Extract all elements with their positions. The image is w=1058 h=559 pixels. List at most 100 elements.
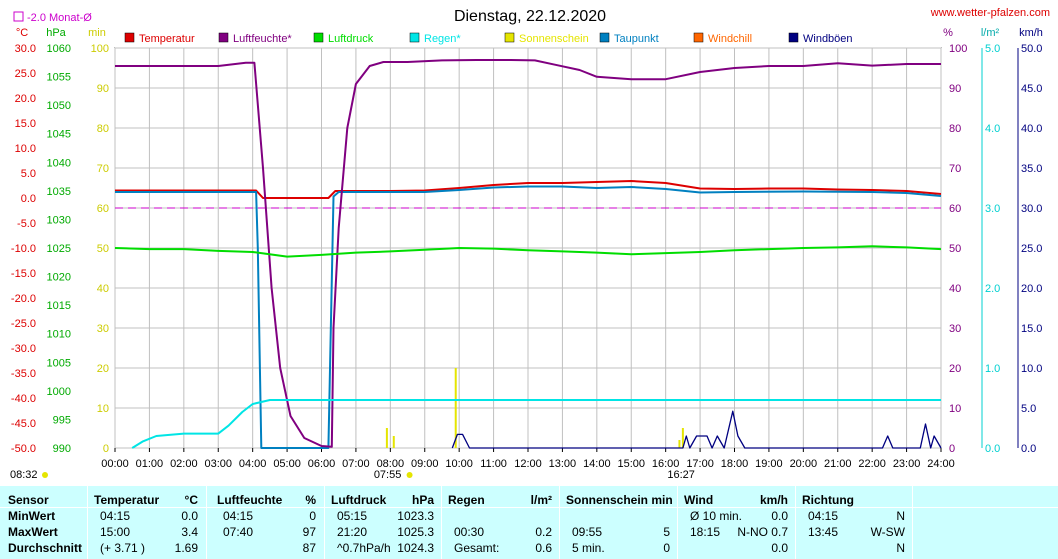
cell-value: 97 [302, 525, 316, 539]
x-tick-label: 18:00 [721, 458, 749, 470]
cell-value: N [896, 541, 905, 555]
column-header: Luftdruck [331, 493, 387, 507]
temp-tick-label: -20.0 [11, 293, 36, 305]
x-tick-label: 06:00 [308, 458, 336, 470]
temp-tick-label: -30.0 [11, 343, 36, 355]
x-tick-label: 15:00 [617, 458, 645, 470]
cell-time: 05:15 [337, 509, 368, 523]
temp-tick-label: -35.0 [11, 368, 36, 380]
series-line [115, 185, 942, 449]
x-tick-label: 09:00 [411, 458, 439, 470]
series-line [131, 399, 941, 449]
cell-time: 5 min. [572, 541, 605, 555]
header-divider [0, 507, 1058, 508]
cell-value: 0 [309, 509, 316, 523]
column-header: Regen [448, 493, 485, 507]
x-tick-label: 23:00 [893, 458, 921, 470]
percent-tick-label: 30 [949, 323, 961, 335]
temp-tick-label: 15.0 [15, 118, 36, 130]
column-divider [795, 486, 796, 559]
cell-value: 5 [663, 525, 670, 539]
wind-tick-label: 30.0 [1021, 203, 1042, 215]
pressure-tick-label: 1035 [47, 186, 71, 198]
cell-value: W-SW [870, 525, 905, 539]
column-header: Sonnenschein min [566, 493, 673, 507]
x-tick-label: 22:00 [858, 458, 886, 470]
wind-unit: km/h [1019, 27, 1043, 39]
pressure-tick-label: 1020 [47, 272, 71, 284]
x-tick-label: 24:00 [927, 458, 955, 470]
cell-value: 87 [302, 541, 316, 555]
legend-label: Luftdruck [328, 33, 374, 45]
rain-tick-label: 5.0 [985, 43, 1000, 55]
cell-time: 15:00 [100, 525, 131, 539]
x-tick-label: 19:00 [755, 458, 783, 470]
legend-label: Luftfeuchte* [233, 33, 292, 45]
cell-time: 18:15 [690, 525, 721, 539]
pressure-tick-label: 1045 [47, 129, 71, 141]
cell-value: 0.6 [535, 541, 552, 555]
minute-tick-label: 50 [97, 243, 109, 255]
row-label: Durchschnitt [8, 541, 83, 555]
legend-swatch [218, 32, 229, 43]
temp-tick-label: 5.0 [21, 168, 36, 180]
minute-unit: min [88, 27, 106, 39]
sunrise-line-label: 07:55 [374, 469, 402, 481]
cell-value: 0.0 [181, 509, 198, 523]
x-tick-label: 13:00 [549, 458, 577, 470]
temp-tick-label: -10.0 [11, 243, 36, 255]
sun-icon [406, 472, 413, 478]
monthly-avg-label: -2.0 Monat-Ø [27, 12, 92, 24]
legend-swatch [313, 32, 324, 43]
pressure-tick-label: 1025 [47, 243, 71, 255]
cell-time: 07:40 [223, 525, 254, 539]
legend-label: Temperatur [139, 33, 195, 45]
column-unit: °C [184, 493, 198, 507]
percent-unit: % [943, 27, 953, 39]
pressure-tick-label: 1060 [47, 43, 71, 55]
wind-tick-label: 25.0 [1021, 243, 1042, 255]
cell-value: 1023.3 [397, 509, 434, 523]
legend-label: Windböen [803, 33, 853, 45]
wind-tick-label: 0.0 [1021, 443, 1036, 455]
percent-tick-label: 40 [949, 283, 961, 295]
rain-unit: l/m² [981, 27, 1000, 39]
column-unit: % [305, 493, 316, 507]
wind-tick-label: 45.0 [1021, 83, 1042, 95]
x-tick-label: 16:00 [652, 458, 680, 470]
percent-tick-label: 60 [949, 203, 961, 215]
x-tick-label: 03:00 [204, 458, 232, 470]
percent-tick-label: 90 [949, 83, 961, 95]
column-divider [441, 486, 442, 559]
temp-tick-label: -50.0 [11, 443, 36, 455]
column-unit: km/h [759, 493, 788, 507]
cell-time: 04:15 [808, 509, 839, 523]
pressure-tick-label: 1005 [47, 357, 71, 369]
minute-tick-label: 100 [91, 43, 109, 55]
minute-tick-label: 30 [97, 323, 109, 335]
column-header: Temperatur [94, 493, 160, 507]
cell-time: (+ 3.71 ) [100, 541, 146, 555]
column-header: Wind [684, 493, 714, 507]
cell-value: 1.69 [174, 541, 198, 555]
cell-time: Ø 10 min. [690, 509, 743, 523]
minute-tick-label: 70 [97, 163, 109, 175]
column-unit: l/m² [530, 493, 552, 507]
cell-time: 09:55 [572, 525, 603, 539]
wind-tick-label: 20.0 [1021, 283, 1042, 295]
cell-time: 13:45 [808, 525, 839, 539]
percent-tick-label: 100 [949, 43, 967, 55]
pressure-tick-label: 1030 [47, 214, 71, 226]
pressure-tick-label: 1055 [47, 72, 71, 84]
cell-value: 1025.3 [397, 525, 434, 539]
cell-value: 3.4 [181, 525, 198, 539]
column-divider [677, 486, 678, 559]
legend-label: Sonnenschein [519, 33, 589, 45]
legend-label: Regen* [424, 33, 461, 45]
pressure-tick-label: 995 [53, 414, 71, 426]
percent-tick-label: 70 [949, 163, 961, 175]
legend-swatch [124, 32, 135, 43]
rain-tick-label: 2.0 [985, 283, 1000, 295]
series-line [115, 180, 942, 199]
pressure-unit: hPa [46, 27, 66, 39]
